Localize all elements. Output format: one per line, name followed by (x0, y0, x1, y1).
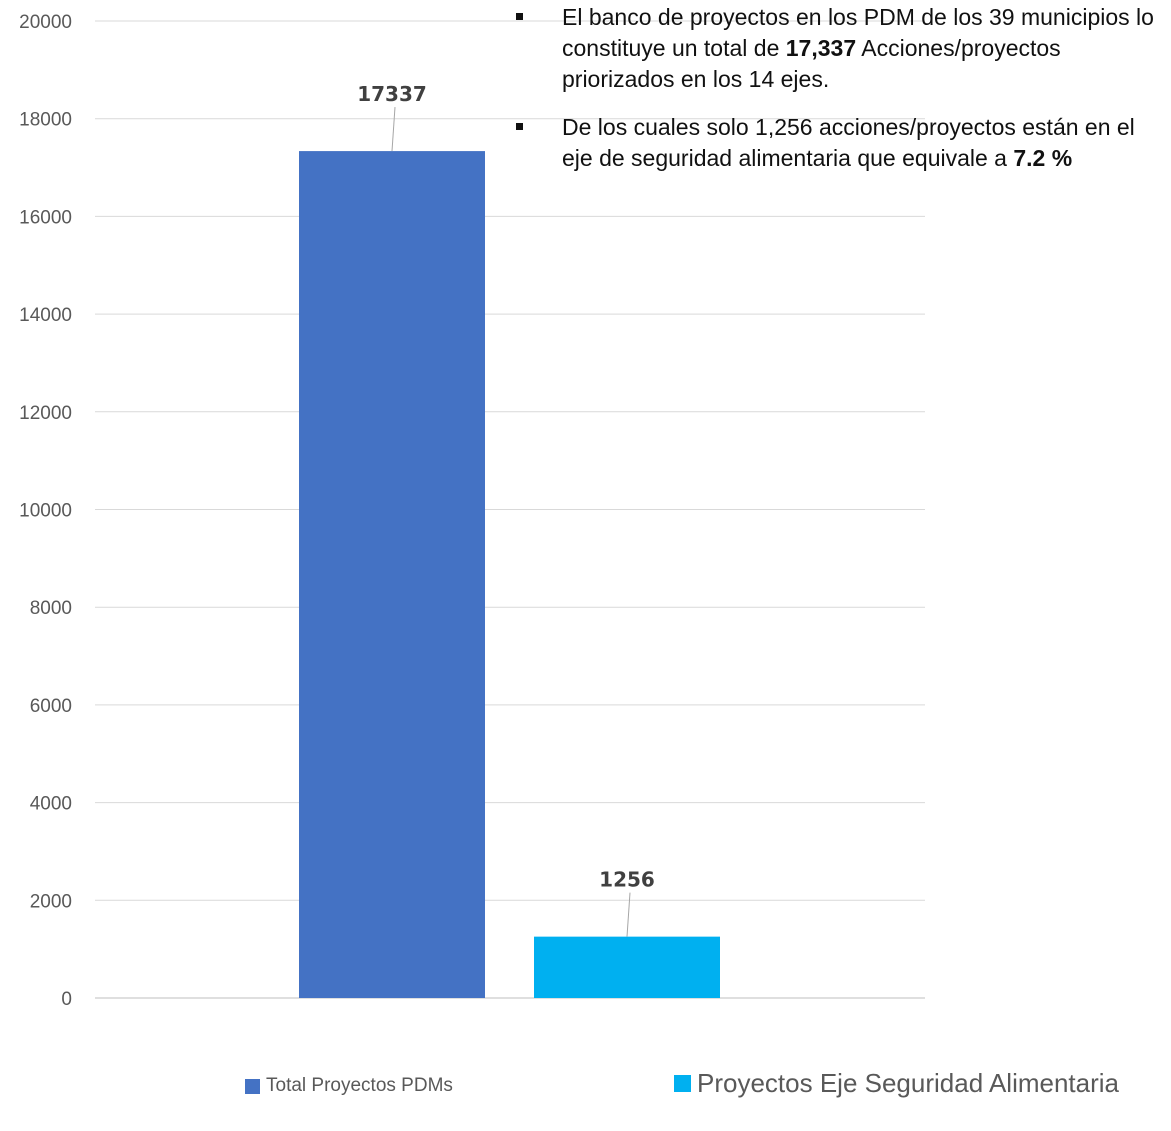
y-tick-label: 2000 (30, 891, 72, 912)
legend-label: Total Proyectos PDMs (266, 1075, 453, 1096)
y-tick-label: 18000 (19, 110, 72, 131)
y-axis-tick-labels: 0 2000 4000 6000 8000 10000 12000 14000 16000 180… (19, 12, 72, 1010)
y-tick-label: 8000 (30, 598, 72, 619)
y-tick-label: 10000 (19, 501, 72, 522)
y-tick-label: 16000 (19, 207, 72, 228)
data-label-leader-line (391, 107, 396, 152)
y-tick-label: 12000 (19, 403, 72, 424)
data-label-leader-line (626, 892, 631, 937)
legend-swatch (674, 1075, 691, 1092)
note-highlight: 17,337 (785, 35, 857, 61)
gridlines (95, 20, 925, 999)
note-text: El banco de proyectos en los PDM de los … (562, 4, 1154, 61)
y-tick-label: 6000 (30, 696, 72, 717)
bar (299, 151, 485, 999)
y-tick-label: 0 (61, 989, 72, 1010)
notes-list: El banco de proyectos en los PDM de los … (516, 2, 1166, 191)
legend-swatch (245, 1078, 260, 1094)
y-tick-label: 4000 (30, 794, 72, 815)
bar (534, 936, 720, 998)
legend-item-seguridad-alimentaria: Proyectos Eje Seguridad Alimentaria (674, 1068, 1119, 1099)
data-label: 1256 (599, 868, 655, 892)
legend-item-total-proyectos: Total Proyectos PDMs (245, 1075, 453, 1097)
legend-label: Proyectos Eje Seguridad Alimentaria (697, 1068, 1120, 1098)
data-label: 17337 (357, 82, 427, 106)
data-labels: 17337 1256 (357, 82, 655, 937)
bars (299, 151, 720, 999)
note-text: De los cuales solo 1,256 acciones/proyec… (562, 114, 1135, 171)
note-text: Acciones/proyectos priorizados en los 14… (562, 35, 1061, 92)
note-item-total: El banco de proyectos en los PDM de los … (516, 2, 1166, 95)
y-tick-label: 20000 (19, 12, 72, 33)
y-tick-label: 14000 (19, 305, 72, 326)
note-item-food-security: De los cuales solo 1,256 acciones/proyec… (516, 112, 1166, 174)
note-highlight: 7.2 % (1013, 145, 1073, 171)
